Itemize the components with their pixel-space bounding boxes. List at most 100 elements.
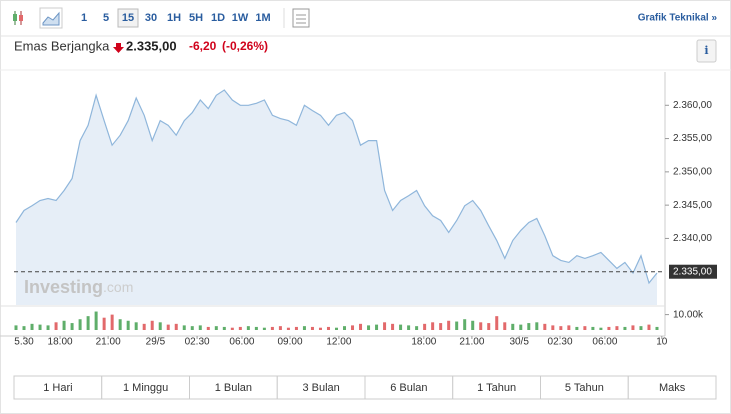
volume-bar [142, 323, 146, 330]
volume-bar [655, 326, 659, 330]
range-label[interactable]: 1 Hari [43, 382, 72, 394]
change: -6,20 [189, 39, 217, 53]
volume-bar [543, 323, 547, 330]
plot: 2.340,00 2.345,00 2.350,00 2.355,00 2.360,00… [0, 72, 717, 348]
volume-bar [206, 326, 210, 330]
instrument-title: Emas Berjangka [14, 38, 110, 53]
volume-bar [54, 322, 58, 330]
interval-button[interactable]: 5 [103, 12, 109, 24]
y-tick-label: 2.340,00 [673, 233, 712, 244]
volume-bar [639, 326, 643, 330]
volume-bar [407, 325, 411, 330]
info-button[interactable] [696, 39, 717, 63]
x-tick-label: 30/5 [509, 337, 529, 348]
volume-bar [230, 327, 234, 330]
watermark-brand: Investing [24, 277, 103, 297]
volume-bar [399, 324, 403, 330]
volume-bar [326, 326, 330, 330]
volume-bar [367, 325, 371, 330]
volume-bar [431, 322, 435, 330]
last-price-label: 2.335,00 [673, 266, 712, 277]
volume-bar [463, 319, 467, 330]
volume-bar [527, 323, 531, 330]
volume-bar [455, 321, 459, 330]
volume-bar [14, 325, 18, 330]
range-label[interactable]: 3 Bulan [302, 382, 339, 394]
volume-bar [471, 320, 475, 330]
volume-bar [495, 316, 499, 330]
table-icon[interactable] [292, 8, 310, 28]
candle-icon[interactable] [13, 11, 23, 25]
volume-bar [615, 326, 619, 330]
volume-bar [439, 323, 443, 330]
volume-bar [222, 326, 226, 330]
volume-bar [286, 327, 290, 330]
interval-button[interactable]: 1H [167, 12, 181, 24]
volume-bar [102, 317, 106, 330]
volume-bar [511, 323, 515, 330]
interval-button[interactable]: 15 [122, 12, 134, 24]
volume-bar [86, 316, 90, 330]
range-label[interactable]: Maks [659, 382, 686, 394]
interval-button[interactable]: 1D [211, 12, 225, 24]
volume-bar [126, 320, 130, 330]
x-tick-label: 10 [656, 337, 668, 348]
volume-bar [591, 326, 595, 330]
volume-bar [559, 326, 563, 330]
technical-link[interactable]: Grafik Teknikal » [638, 13, 718, 24]
range-button[interactable] [627, 375, 717, 400]
volume-bar [118, 319, 122, 330]
interval-button[interactable]: 30 [145, 12, 157, 24]
volume-bar [479, 322, 483, 330]
volume-bar [318, 327, 322, 330]
volume-bar [70, 323, 74, 330]
x-tick-label: 02.30 [548, 337, 573, 348]
last-price-box [669, 264, 717, 279]
range-label[interactable]: 1 Bulan [215, 382, 252, 394]
volume-bar [583, 326, 587, 330]
range-label[interactable]: 5 Tahun [565, 382, 604, 394]
volume-bar [150, 320, 154, 330]
volume-bar [423, 323, 427, 330]
volume-bar [238, 326, 242, 330]
volume-bar [62, 320, 66, 330]
volume-bar [214, 326, 218, 330]
volume-bar [551, 325, 555, 330]
interval-button[interactable]: 5H [189, 12, 203, 24]
volume-bar [278, 326, 282, 330]
area-icon-shape [42, 11, 60, 26]
x-tick-label: 06.00 [592, 337, 617, 348]
price-area [16, 90, 657, 305]
interval-button[interactable]: 1M [255, 12, 270, 24]
volume-bar [38, 324, 42, 330]
range-label[interactable]: 1 Minggu [123, 382, 168, 394]
y-tick-label: 2.345,00 [673, 200, 712, 211]
volume-tick-label: 10.00k [673, 309, 704, 320]
volume-bar [535, 322, 539, 330]
volume-bar [391, 323, 395, 330]
volume-bar [607, 326, 611, 330]
x-tick-label: 06.00 [229, 337, 254, 348]
volume-bar [134, 322, 138, 330]
volume-bar [375, 324, 379, 330]
volume-bar [46, 325, 50, 330]
volume-bar [351, 325, 355, 330]
watermark: Investing.com [24, 277, 133, 297]
x-tick-label: 12.00 [326, 337, 351, 348]
volume-bar [94, 311, 98, 330]
range-label[interactable]: 6 Bulan [390, 382, 427, 394]
volume-bar [182, 325, 186, 330]
y-tick-label: 2.350,00 [673, 166, 712, 177]
volume-bar [447, 320, 451, 330]
interval-button[interactable]: 1W [232, 12, 249, 24]
range-label[interactable]: 1 Tahun [477, 382, 516, 394]
info-label: i [704, 44, 708, 57]
x-tick-label: 09.00 [278, 337, 303, 348]
volume-bar [174, 323, 178, 330]
price: 2.335,00 [126, 38, 177, 53]
volume-bar [302, 326, 306, 330]
volume-bar [567, 325, 571, 330]
y-tick-label: 2.360,00 [673, 100, 712, 111]
x-tick-label: 29/5 [146, 337, 166, 348]
interval-button[interactable]: 1 [81, 12, 87, 24]
